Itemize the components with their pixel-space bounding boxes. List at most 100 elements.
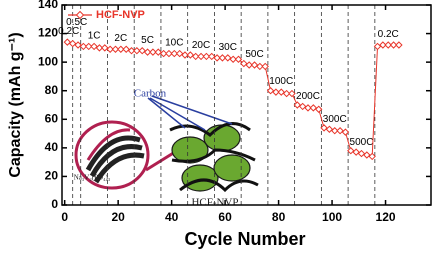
data-point	[379, 41, 387, 49]
segment-label: 0.2C	[58, 26, 79, 37]
data-point	[277, 88, 285, 96]
data-point	[293, 101, 302, 109]
x-tick-label: 120	[376, 210, 396, 224]
x-tick-label: 40	[165, 210, 179, 224]
segment-label: 500C	[350, 137, 374, 148]
data-point	[389, 41, 398, 49]
data-point	[314, 105, 323, 113]
data-point	[395, 41, 403, 49]
x-tick-label: 60	[218, 210, 232, 224]
data-point	[256, 62, 264, 71]
data-point	[245, 61, 253, 69]
data-point	[149, 48, 157, 56]
y-tick-label: 40	[45, 140, 59, 154]
data-point	[159, 49, 168, 58]
data-point	[373, 42, 382, 51]
data-point	[213, 54, 221, 62]
data-point	[138, 47, 146, 55]
segment-label: 30C	[219, 42, 237, 53]
y-tick-label: 0	[51, 197, 58, 211]
data-point	[261, 62, 269, 71]
data-point	[90, 42, 98, 51]
data-point	[106, 45, 114, 53]
y-axis-label: Capacity (mAh g⁻¹)	[7, 32, 24, 177]
data-point	[309, 104, 318, 112]
segment-label: 100C	[269, 76, 293, 87]
x-tick-label: 20	[111, 210, 125, 224]
data-point	[298, 102, 307, 111]
data-point	[384, 41, 392, 49]
data-point	[341, 128, 350, 136]
data-point	[111, 45, 120, 53]
data-point	[347, 147, 355, 155]
inset: Carbon Na₃V₂(PO₄)₃ HCF-NVP	[74, 88, 259, 209]
carbon-arrows	[147, 95, 233, 131]
data-point	[363, 151, 371, 159]
segment-label: 0.2C	[378, 29, 399, 40]
y-tick-label: 100	[38, 54, 58, 68]
data-point	[304, 104, 312, 112]
segment-label: 10C	[165, 37, 183, 48]
data-point	[154, 48, 162, 56]
inset-label: Carbon	[134, 88, 167, 100]
data-point	[101, 44, 109, 52]
y-tick-label: 120	[38, 26, 58, 40]
carbon-shell	[86, 128, 131, 161]
data-point	[191, 52, 200, 61]
segment-label: 300C	[323, 114, 347, 125]
data-point	[325, 125, 334, 133]
zoom-link	[145, 150, 176, 172]
data-point	[63, 38, 72, 46]
data-point	[229, 55, 237, 63]
segment-label: 2C	[114, 33, 127, 44]
data-point	[320, 124, 328, 132]
data-point	[208, 52, 216, 61]
data-point	[331, 127, 339, 135]
data-point	[170, 49, 179, 58]
y-tick-label: 20	[45, 169, 59, 183]
data-point	[218, 54, 227, 62]
inset-label: HCF-NVP	[191, 197, 238, 209]
data-point	[250, 61, 259, 69]
data-point	[197, 52, 205, 61]
data-point	[181, 51, 189, 59]
y-tick-label: 140	[38, 0, 58, 11]
data-point	[127, 47, 136, 55]
data-point	[202, 52, 211, 61]
data-point	[357, 149, 366, 158]
data-point	[133, 47, 141, 55]
x-axis-label: Cycle Number	[184, 229, 305, 249]
segment-label: 0.5C	[66, 17, 87, 28]
y-tick-label: 80	[45, 83, 59, 97]
data-point	[165, 49, 173, 58]
data-point	[368, 152, 376, 161]
x-tick-label: 100	[322, 210, 342, 224]
data-point	[186, 51, 195, 59]
carbon-fibers	[169, 122, 259, 193]
data-point	[95, 44, 104, 52]
legend-label: HCF-NVP	[96, 9, 145, 21]
plot-frame	[61, 4, 432, 206]
x-tick-label: 0	[61, 210, 68, 224]
data-point	[240, 59, 248, 68]
x-tick-label: 80	[272, 210, 286, 224]
data-point	[68, 39, 77, 48]
data-point	[122, 45, 130, 53]
data-point	[74, 41, 82, 49]
data-point	[272, 88, 280, 96]
segment-label: 20C	[192, 40, 210, 51]
data-point	[288, 89, 296, 98]
data-point	[224, 54, 232, 62]
inset-label: Na₃V₂(PO₄)₃	[74, 174, 111, 182]
y-tick-label: 60	[45, 111, 59, 125]
legend-marker	[75, 10, 85, 20]
data-point	[336, 127, 344, 135]
segment-label: 5C	[141, 35, 154, 46]
segment-label: 1C	[88, 31, 101, 42]
data-point	[352, 148, 360, 156]
data-point	[234, 55, 243, 63]
data-point	[143, 48, 152, 56]
data-point	[117, 45, 125, 53]
data-point	[266, 87, 275, 95]
